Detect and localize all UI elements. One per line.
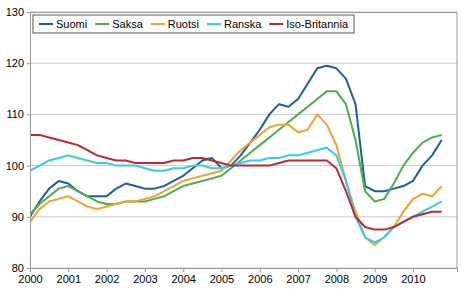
y-tick: 110 bbox=[6, 108, 30, 120]
x-tick: 2009 bbox=[363, 268, 387, 285]
y-tick-label: 120 bbox=[6, 57, 24, 69]
y-tick-mark bbox=[27, 166, 30, 167]
y-tick: 100 bbox=[6, 160, 30, 172]
series-group bbox=[30, 66, 442, 245]
x-tick-label: 2005 bbox=[210, 273, 234, 285]
y-tick-mark bbox=[27, 63, 30, 64]
legend-label: Saksa bbox=[112, 18, 143, 30]
x-tick-label: 2008 bbox=[325, 273, 349, 285]
x-tick-mark bbox=[336, 268, 337, 272]
x-tick: 2007 bbox=[286, 268, 310, 285]
x-tick: 2010 bbox=[401, 268, 425, 285]
y-tick: 80 bbox=[12, 262, 30, 274]
series-line bbox=[30, 135, 442, 230]
x-tick-mark bbox=[145, 268, 146, 272]
x-tick: 2001 bbox=[57, 268, 81, 285]
y-tick-mark bbox=[27, 268, 30, 269]
x-tick-label: 2004 bbox=[171, 273, 195, 285]
legend-swatch bbox=[95, 23, 109, 25]
y-axis-line bbox=[27, 13, 31, 269]
plot-frame bbox=[30, 13, 457, 269]
x-tick: 2005 bbox=[210, 268, 234, 285]
x-tick-mark bbox=[260, 268, 261, 272]
y-tick-mark bbox=[27, 114, 30, 115]
grid-line bbox=[30, 63, 457, 64]
x-tick-label: 2006 bbox=[248, 273, 272, 285]
y-tick-label: 80 bbox=[12, 262, 24, 274]
x-tick-mark bbox=[107, 268, 108, 272]
x-tick: 2008 bbox=[325, 268, 349, 285]
y-tick-label: 90 bbox=[12, 211, 24, 223]
legend-label: Suomi bbox=[56, 18, 87, 30]
x-tick-label: 2002 bbox=[95, 273, 119, 285]
grid-line bbox=[30, 216, 457, 217]
grid bbox=[30, 12, 457, 268]
x-tick-mark bbox=[413, 268, 414, 272]
y-tick-mark bbox=[27, 12, 30, 13]
legend-label: Ranska bbox=[224, 18, 262, 30]
x-tick: 2002 bbox=[95, 268, 119, 285]
x-tick-label: 2000 bbox=[18, 273, 42, 285]
y-tick: 130 bbox=[6, 6, 30, 18]
x-tick: 2006 bbox=[248, 268, 272, 285]
x-tick-mark bbox=[221, 268, 222, 272]
legend-swatch bbox=[269, 23, 283, 25]
x-axis-line bbox=[31, 269, 458, 273]
series-line bbox=[30, 148, 442, 243]
plot: 2000 2001 2002 2003 2004 2005 2006 2007 2008 2009… bbox=[6, 6, 458, 285]
x-tick-mark bbox=[68, 268, 69, 272]
x-tick-mark bbox=[375, 268, 376, 272]
legend-swatch bbox=[207, 23, 221, 25]
x-tick-mark bbox=[298, 268, 299, 272]
x-tick-label: 2009 bbox=[363, 273, 387, 285]
legend-box bbox=[33, 15, 354, 33]
x-tick-mark bbox=[183, 268, 184, 272]
chart: 2000 2001 2002 2003 2004 2005 2006 2007 2008 2009… bbox=[0, 0, 462, 289]
y-tick: 120 bbox=[6, 57, 30, 69]
y-tick-label: 130 bbox=[6, 6, 24, 18]
y-tick-label: 110 bbox=[6, 108, 24, 120]
legend-label: Ruotsi bbox=[168, 18, 199, 30]
x-tick-label: 2001 bbox=[57, 273, 81, 285]
legend: Suomi Saksa Ruotsi Ranska Iso-Britannia bbox=[33, 15, 354, 33]
x-tick: 2004 bbox=[171, 268, 195, 285]
legend-swatch bbox=[39, 23, 53, 25]
series-line bbox=[30, 114, 442, 245]
series-line bbox=[30, 66, 442, 217]
x-axis: 2000 2001 2002 2003 2004 2005 2006 2007 2008 2009… bbox=[18, 268, 457, 285]
legend-swatch bbox=[151, 23, 165, 25]
y-tick: 90 bbox=[12, 211, 30, 223]
x-tick-label: 2007 bbox=[286, 273, 310, 285]
x-tick: 2003 bbox=[133, 268, 157, 285]
y-axis: 80 90 100 110 120 130 bbox=[6, 6, 31, 274]
x-tick-label: 2010 bbox=[401, 273, 425, 285]
x-tick-label: 2003 bbox=[133, 273, 157, 285]
legend-label: Iso-Britannia bbox=[286, 18, 349, 30]
y-tick-label: 100 bbox=[6, 160, 24, 172]
y-tick-mark bbox=[27, 217, 30, 218]
grid-line bbox=[30, 114, 457, 115]
